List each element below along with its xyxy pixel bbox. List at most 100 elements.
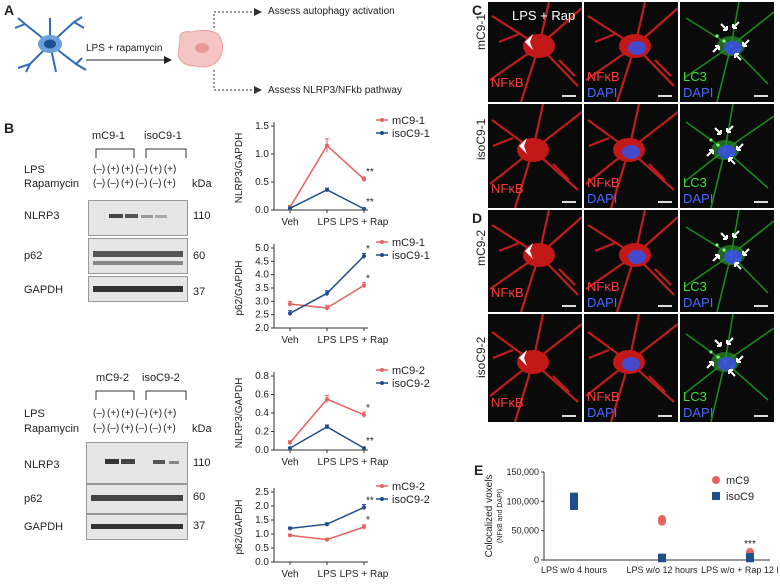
y-tick-label: 0.8 xyxy=(255,371,269,382)
scale-bar xyxy=(754,95,768,97)
data-point xyxy=(570,492,578,501)
legend-label: mC9-2 xyxy=(392,365,425,377)
blot2-nlrp3-band xyxy=(86,442,188,484)
data-point xyxy=(362,206,366,211)
blot1-gapdh-band xyxy=(88,276,188,302)
data-point xyxy=(288,206,292,211)
blot1-gapdh-kda: 37 xyxy=(193,286,206,298)
significance-mark: ** xyxy=(366,436,374,447)
legend-marker xyxy=(380,131,384,135)
blot1-lps-label: LPS xyxy=(24,164,45,176)
legend-label: isoC9-1 xyxy=(392,128,430,140)
chart-colocalized-voxels: 0 50,000 100,000 150,000 LPS w/o 4 hours LPS … xyxy=(484,467,778,575)
outcome-nlrp3: Assess NLRP3/NFkb pathway xyxy=(268,85,402,96)
data-point xyxy=(570,498,578,507)
legend-label: mC9-1 xyxy=(392,237,425,249)
blot2-brackets xyxy=(95,390,187,400)
channel-label-lc3: LC3 xyxy=(683,279,707,294)
data-point xyxy=(362,254,366,258)
micrograph-c-isoc9-1-lc3: LC3 DAPI xyxy=(680,104,774,208)
significance-mark: ** xyxy=(366,167,374,178)
channel-label-nfkb: NFκB xyxy=(587,389,620,404)
channel-label-dapi: DAPI xyxy=(587,191,618,206)
legend-marker xyxy=(380,497,384,501)
y-tick-label: 3.0 xyxy=(255,296,269,307)
micrograph-c-mc9-1-nfkb: NFκB xyxy=(488,2,582,102)
channel-label-dapi: DAPI xyxy=(683,295,714,310)
y-tick-label: 0.0 xyxy=(255,557,269,568)
scale-bar xyxy=(658,415,672,417)
y-tick-label: 0.5 xyxy=(255,543,269,554)
legend-label: mC9-1 xyxy=(392,115,425,127)
y-tick-label: 0 xyxy=(534,555,539,565)
channel-label-nfkb: NFκB xyxy=(587,175,620,190)
blot2-rap-row: (–) (–) (+) (–) (–) (+) xyxy=(93,423,176,434)
channel-label-nfkb: NFκB xyxy=(587,69,620,84)
blot2-group2: isoC9-2 xyxy=(142,372,180,384)
micrograph-d-mc9-2-nfkb: NFκB xyxy=(488,210,582,312)
blot2-rap-label: Rapamycin xyxy=(24,423,80,435)
x-tick-label: LPS xyxy=(318,217,337,228)
x-tick-label: LPS + Rap xyxy=(340,217,389,228)
y-tick-label: 150,000 xyxy=(506,467,539,477)
micrograph-c-mc9-1-lc3: LC3 DAPI xyxy=(680,2,774,102)
scale-bar xyxy=(754,201,768,203)
blot1-rap-row: (–) (–) (+) (–) (–) (+) xyxy=(93,178,176,189)
data-point xyxy=(288,446,292,451)
outcome-autophagy: Assess autophagy activation xyxy=(268,6,395,17)
micrograph-d-mc9-2-lc3: LC3 DAPI xyxy=(680,210,774,312)
x-tick-label: LPS w/o 4 hours xyxy=(541,565,608,575)
micrograph-d-isoc9-2-merge: NFκB DAPI xyxy=(584,314,678,422)
y-tick-label: 5.0 xyxy=(255,243,269,254)
panel-e-label: E xyxy=(474,462,484,478)
data-point xyxy=(658,514,666,523)
blot2-gapdh-kda: 37 xyxy=(193,520,206,532)
data-point xyxy=(325,306,329,310)
outcome-arrows xyxy=(213,8,262,94)
data-point xyxy=(288,440,292,445)
blot1-gapdh-label: GAPDH xyxy=(24,284,64,296)
scale-bar xyxy=(562,95,576,97)
x-tick-label: LPS xyxy=(318,335,337,346)
channel-label-dapi: DAPI xyxy=(587,85,618,100)
data-point xyxy=(325,424,329,429)
chart-nlrp3-c9-2: 0.0 0.2 0.4 0.6 0.8 Veh LPS LPS + Rap NLRP3/GAPD… xyxy=(234,365,430,468)
chart-nlrp3-c9-1: 0.0 0.5 1.0 1.5 Veh LPS LPS + Rap NLRP3/GAPDH **… xyxy=(234,115,430,228)
scale-bar xyxy=(562,415,576,417)
data-point xyxy=(288,533,292,538)
legend-label: mC9 xyxy=(726,475,749,487)
data-point xyxy=(325,143,329,148)
scale-bar xyxy=(754,305,768,307)
micrograph-c-mc9-1-merge: NFκB DAPI xyxy=(584,2,678,102)
channel-label-nfkb: NFκB xyxy=(491,75,524,90)
blot1-nlrp3-kda: 110 xyxy=(193,210,211,222)
scale-bar xyxy=(562,201,576,203)
y-tick-label: 0.0 xyxy=(255,205,269,216)
x-tick-label: LPS w/o 12 hours xyxy=(626,565,698,575)
data-point xyxy=(362,177,366,182)
blot1-rap-label: Rapamycin xyxy=(24,178,80,190)
panel-d-label: D xyxy=(472,210,483,226)
data-point xyxy=(746,553,754,562)
legend-label: isoC9-1 xyxy=(392,250,430,262)
y-tick-label: 100,000 xyxy=(506,496,539,506)
legend-marker xyxy=(380,118,384,122)
scale-bar xyxy=(658,95,672,97)
y-tick-label: 0.5 xyxy=(255,177,269,188)
blot1-group1: mC9-1 xyxy=(92,130,126,142)
data-point xyxy=(288,302,292,306)
panel-d-row1-label: mC9-2 xyxy=(474,229,488,266)
blot2-lps-label: LPS xyxy=(24,408,45,420)
chart-p62-c9-2: 0.0 0.5 1.0 1.5 2.0 2.5 Veh LPS LPS + Rap p62/GAP… xyxy=(234,481,430,580)
y-tick-label: 0.0 xyxy=(255,445,269,456)
y-tick-label: 3.5 xyxy=(255,283,269,294)
blot1-brackets xyxy=(95,148,187,158)
scale-bar xyxy=(562,305,576,307)
y-tick-label: 2.0 xyxy=(255,323,269,334)
legend-label: mC9-2 xyxy=(392,481,425,493)
micrograph-c-isoc9-1-nfkb: NFκB xyxy=(488,104,582,208)
data-point xyxy=(325,187,329,192)
y-tick-label: 1.5 xyxy=(255,121,269,132)
x-tick-label: LPS + Rap xyxy=(340,569,389,580)
blot2-p62-band xyxy=(86,484,188,514)
